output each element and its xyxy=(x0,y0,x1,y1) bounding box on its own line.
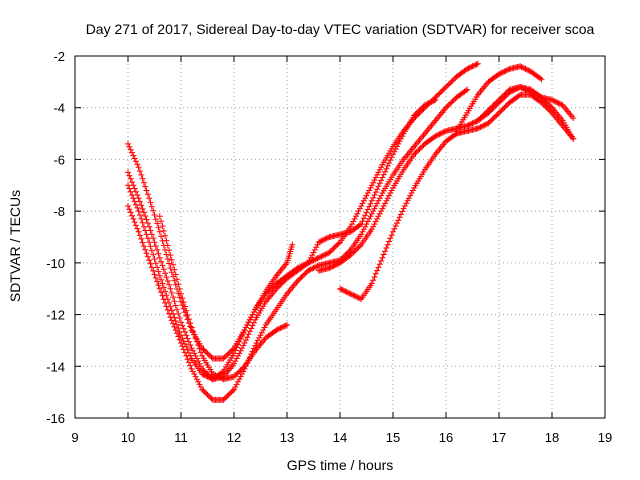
data-series xyxy=(125,60,577,403)
series-track-3 xyxy=(125,86,471,403)
y-tick-label: -8 xyxy=(53,204,65,219)
series-track-4 xyxy=(125,182,296,383)
series-markers xyxy=(337,91,577,303)
plot-frame xyxy=(74,55,606,419)
series-markers xyxy=(125,182,296,383)
series-track-9 xyxy=(453,63,545,134)
series-markers xyxy=(156,213,290,383)
series-markers xyxy=(474,84,577,124)
x-tick-label: 19 xyxy=(598,430,612,445)
series-markers xyxy=(453,63,545,134)
chart-title: Day 271 of 2017, Sidereal Day-to-day VTE… xyxy=(86,21,595,37)
x-tick-label: 11 xyxy=(174,430,188,445)
series-track-7 xyxy=(337,91,577,303)
x-tick-label: 14 xyxy=(333,430,347,445)
x-tick-labels: 9 10 11 12 13 14 15 16 17 18 19 xyxy=(71,430,612,445)
series-track-5 xyxy=(156,213,290,383)
x-tick-label: 13 xyxy=(280,430,294,445)
y-tick-label: -10 xyxy=(46,256,65,271)
x-tick-label: 12 xyxy=(227,430,241,445)
series-track-2 xyxy=(125,97,439,383)
x-tick-label: 10 xyxy=(121,430,135,445)
x-tick-label: 15 xyxy=(386,430,400,445)
y-tick-label: -2 xyxy=(53,49,65,64)
series-markers xyxy=(125,97,439,383)
series-track-8 xyxy=(474,84,577,124)
x-tick-label: 16 xyxy=(439,430,453,445)
x-tick-label: 17 xyxy=(492,430,506,445)
x-axis-label: GPS time / hours xyxy=(287,457,394,473)
y-tick-label: -16 xyxy=(46,411,65,426)
y-tick-label: -12 xyxy=(46,308,65,323)
y-tick-label: -14 xyxy=(46,359,65,374)
x-tick-label: 9 xyxy=(71,430,78,445)
y-axis-label: SDTVAR / TECUs xyxy=(7,190,23,302)
y-tick-label: -6 xyxy=(53,152,65,167)
series-markers xyxy=(125,86,471,403)
y-tick-labels: -16 -14 -12 -10 -8 -6 -4 -2 xyxy=(46,49,65,426)
x-tick-label: 18 xyxy=(545,430,559,445)
y-tick-label: -4 xyxy=(53,101,65,116)
